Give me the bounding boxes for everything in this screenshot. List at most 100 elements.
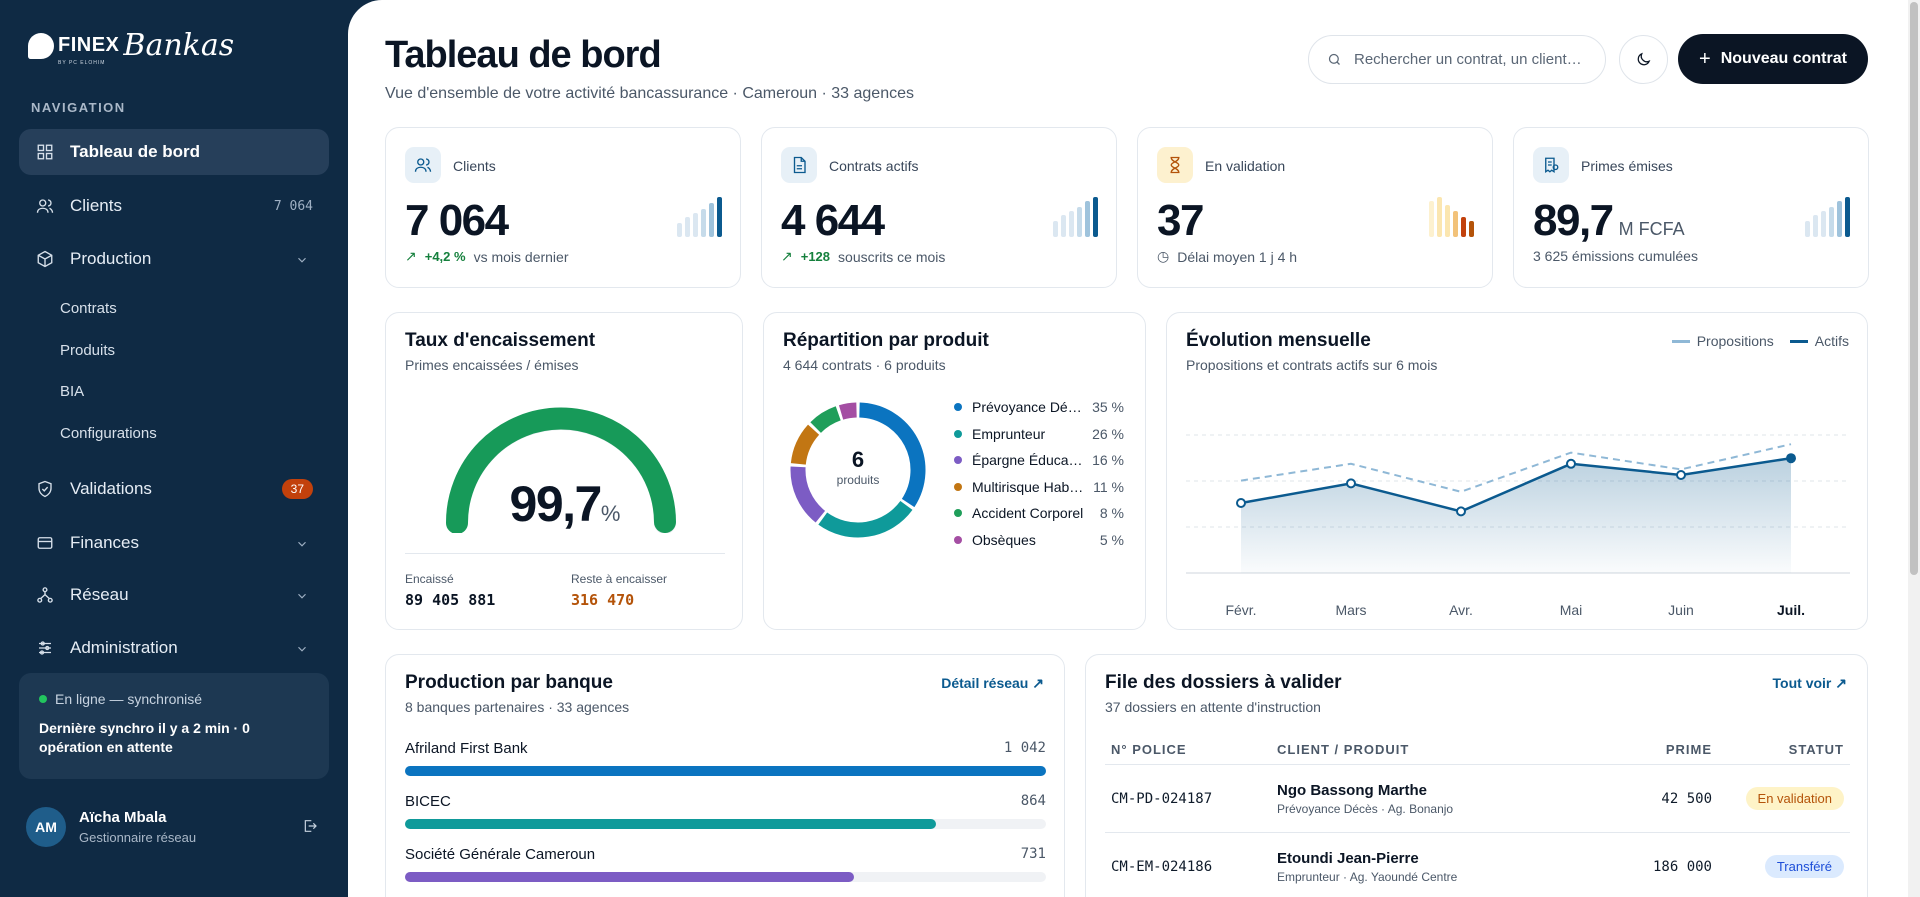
evolution-card: Évolution mensuelle Propositions et cont…: [1166, 312, 1868, 630]
x-tick-label: Juil.: [1777, 602, 1805, 618]
spark-bar: [1069, 211, 1074, 237]
kpi-label: Clients: [453, 158, 496, 174]
kpi-sparkline: [1053, 195, 1098, 237]
legend-name: Épargne Éducation: [972, 452, 1086, 468]
legend-item: Obsèques 5 %: [954, 532, 1124, 548]
kpi-card-2[interactable]: En validation 37 ◷ Délai moyen 1 j 4 h: [1137, 127, 1493, 288]
legend-dot: [954, 403, 962, 411]
bank-value: 731: [1020, 846, 1046, 862]
chevron-down-icon[interactable]: [295, 588, 309, 602]
card-subtitle: Propositions et contrats actifs sur 6 mo…: [1186, 357, 1438, 373]
data-point[interactable]: [1456, 506, 1466, 517]
table-row[interactable]: CM-PD-024187 Ngo Bassong Marthe Prévoyanc…: [1105, 765, 1850, 833]
sidebar-item-dashboard[interactable]: Tableau de bord: [19, 129, 329, 175]
user-profile[interactable]: AM Aïcha Mbala Gestionnaire réseau: [26, 807, 196, 847]
table-row[interactable]: CM-EM-024186 Etoundi Jean-Pierre Emprunte…: [1105, 833, 1850, 897]
spark-bar: [1845, 197, 1850, 237]
detail-reseau-link[interactable]: Détail réseau ↗: [941, 675, 1044, 691]
bank-row[interactable]: BICEC 864: [405, 793, 1046, 829]
kpi-card-3[interactable]: Primes émises 89,7 M FCFA 3 625 émissions…: [1513, 127, 1869, 288]
new-contract-button[interactable]: + Nouveau contrat: [1678, 34, 1868, 84]
spark-bar: [709, 203, 714, 237]
sidebar-item-administration[interactable]: Administration: [19, 625, 329, 671]
donut-slice[interactable]: [790, 424, 820, 465]
brand-logo[interactable]: FINEX Bankas BY PC ELOHIM: [28, 28, 234, 66]
sidebar-item-reseau[interactable]: Réseau: [19, 572, 329, 618]
sidebar-item-clients[interactable]: Clients 7 064: [19, 183, 329, 229]
bank-bar-fill: [405, 766, 1046, 776]
bank-name: Afriland First Bank: [405, 740, 528, 757]
data-point[interactable]: [1346, 478, 1356, 489]
sidebar-subitem-configurations[interactable]: Configurations: [60, 425, 157, 442]
x-tick-label: Juin: [1668, 602, 1694, 618]
tout-voir-link[interactable]: Tout voir ↗: [1772, 675, 1847, 691]
kpi-footer: ↗ +128 souscrits ce mois: [781, 248, 946, 265]
actifs-area: [1241, 458, 1791, 573]
legend-item: Accident Corporel 8 %: [954, 505, 1124, 521]
spark-bar: [1437, 197, 1442, 237]
sidebar-subitem-produits[interactable]: Produits: [60, 342, 116, 359]
encaissement-card: Taux d'encaissement Primes encaissées / …: [385, 312, 743, 630]
legend-pct: 35 %: [1092, 399, 1124, 415]
chevron-down-icon[interactable]: [295, 252, 309, 266]
kpi-card-0[interactable]: Clients 7 064 ↗ +4,2 % vs mois dernier: [385, 127, 741, 288]
product-donut-chart: [790, 402, 926, 538]
spark-bar: [1429, 201, 1434, 237]
divider: [405, 553, 725, 554]
donut-slice[interactable]: [818, 500, 913, 538]
donut-slice[interactable]: [838, 402, 857, 420]
logout-icon[interactable]: [302, 818, 318, 834]
validations-badge: 37: [281, 479, 313, 499]
chevron-down-icon[interactable]: [295, 641, 309, 655]
kpi-card-1[interactable]: Contrats actifs 4 644 ↗ +128 souscrits ce …: [761, 127, 1117, 288]
legend-dot: [954, 535, 962, 544]
sidebar-subitem-bia[interactable]: BIA: [60, 383, 85, 400]
encaissement-pct: %: [600, 501, 621, 526]
page-scrollbar[interactable]: [1908, 0, 1920, 897]
bank-bar-track: [405, 872, 1046, 882]
donut-slice[interactable]: [810, 406, 841, 434]
chevron-down-icon[interactable]: [295, 536, 309, 550]
spark-bar: [1453, 211, 1458, 237]
spark-bar: [1445, 205, 1450, 237]
kpi-label: Contrats actifs: [829, 158, 919, 174]
card-subtitle: 37 dossiers en attente d'instruction: [1105, 699, 1321, 715]
card-title: Répartition par produit: [783, 330, 989, 351]
theme-toggle-button[interactable]: [1619, 35, 1668, 84]
card-title: Taux d'encaissement: [405, 330, 596, 351]
sidebar-item-label: Validations: [70, 479, 152, 498]
bank-row[interactable]: Société Générale Cameroun 731: [405, 846, 1046, 882]
bank-row[interactable]: Afriland First Bank 1 042: [405, 740, 1046, 776]
scrollbar-thumb[interactable]: [1910, 2, 1918, 575]
sidebar-item-label: Clients: [70, 196, 122, 215]
search-icon: [1328, 53, 1340, 65]
sidebar-item-validations[interactable]: Validations 37: [19, 466, 329, 512]
search-input[interactable]: Rechercher un contrat, un client…: [1308, 35, 1606, 84]
hourglass-icon: [1157, 147, 1193, 183]
data-point[interactable]: [1566, 458, 1576, 469]
spark-bar: [677, 223, 682, 237]
card-subtitle: 8 banques partenaires · 33 agences: [405, 699, 630, 715]
users-icon: [405, 147, 441, 183]
spark-bar: [1053, 221, 1058, 237]
legend-dot: [954, 509, 962, 517]
legend-pct: 11 %: [1093, 478, 1124, 495]
wallet-icon: [35, 533, 55, 553]
data-point[interactable]: [1786, 453, 1796, 464]
bank-bar-fill: [405, 872, 855, 882]
data-point[interactable]: [1236, 498, 1246, 508]
sidebar-item-production[interactable]: Production: [19, 236, 329, 282]
legend-dot: [954, 429, 962, 438]
donut-slice[interactable]: [790, 466, 826, 523]
sidebar-item-finances[interactable]: Finances: [19, 520, 329, 566]
donut-slice[interactable]: [859, 402, 926, 508]
clock-icon: ◷: [1157, 248, 1170, 264]
chart-legend: Propositions Actifs: [1671, 333, 1849, 349]
bank-bar-fill: [405, 819, 937, 829]
data-point[interactable]: [1676, 470, 1686, 480]
spark-bar: [717, 197, 722, 237]
client-product: Prévoyance Décès · Ag. Bonanjo: [1277, 801, 1454, 816]
th-police: N° POLICE: [1111, 741, 1187, 757]
th-prime: PRIME: [1665, 741, 1712, 757]
sidebar-subitem-contrats[interactable]: Contrats: [60, 300, 117, 317]
